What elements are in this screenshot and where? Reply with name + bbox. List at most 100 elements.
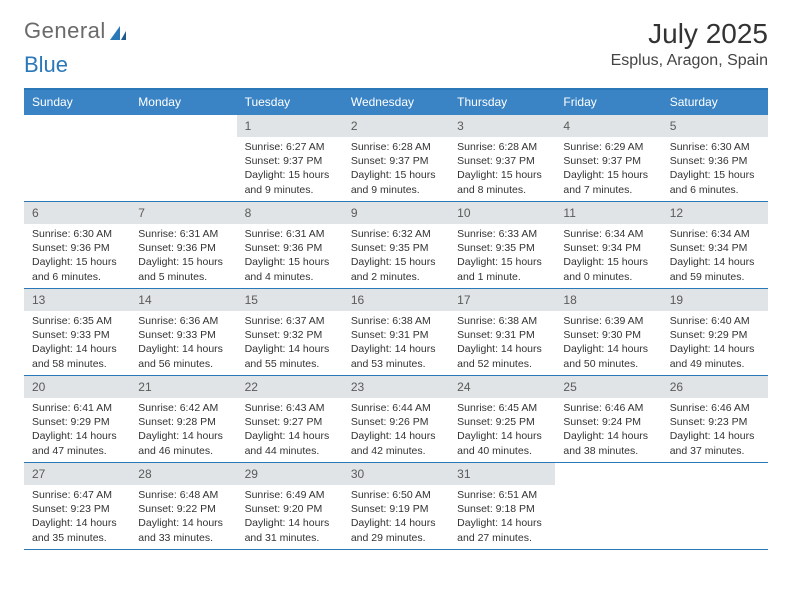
daylight-text: Daylight: 14 hours and 33 minutes. [138,516,228,544]
month-title: July 2025 [611,18,768,50]
sunset-text: Sunset: 9:34 PM [670,241,760,255]
day-number: 20 [24,376,130,398]
sunset-text: Sunset: 9:23 PM [32,502,122,516]
day-number [24,115,130,137]
daylight-text: Daylight: 15 hours and 9 minutes. [351,168,441,196]
day-body: Sunrise: 6:29 AMSunset: 9:37 PMDaylight:… [555,137,661,201]
day-number: 13 [24,289,130,311]
day-cell: 10Sunrise: 6:33 AMSunset: 9:35 PMDayligh… [449,202,555,288]
day-cell: 2Sunrise: 6:28 AMSunset: 9:37 PMDaylight… [343,115,449,201]
day-cell [24,115,130,201]
sunrise-text: Sunrise: 6:44 AM [351,401,441,415]
sunrise-text: Sunrise: 6:39 AM [563,314,653,328]
day-body: Sunrise: 6:43 AMSunset: 9:27 PMDaylight:… [237,398,343,462]
week-row: 13Sunrise: 6:35 AMSunset: 9:33 PMDayligh… [24,289,768,376]
sunset-text: Sunset: 9:33 PM [138,328,228,342]
location-subtitle: Esplus, Aragon, Spain [611,52,768,70]
day-number: 31 [449,463,555,485]
day-number: 26 [662,376,768,398]
sunset-text: Sunset: 9:34 PM [563,241,653,255]
sunset-text: Sunset: 9:24 PM [563,415,653,429]
day-cell: 30Sunrise: 6:50 AMSunset: 9:19 PMDayligh… [343,463,449,549]
day-body: Sunrise: 6:48 AMSunset: 9:22 PMDaylight:… [130,485,236,549]
day-number: 14 [130,289,236,311]
sunset-text: Sunset: 9:23 PM [670,415,760,429]
day-body: Sunrise: 6:46 AMSunset: 9:24 PMDaylight:… [555,398,661,462]
weekday-header: Sunday [24,90,130,115]
day-number: 28 [130,463,236,485]
sunset-text: Sunset: 9:27 PM [245,415,335,429]
day-body: Sunrise: 6:46 AMSunset: 9:23 PMDaylight:… [662,398,768,462]
sunset-text: Sunset: 9:28 PM [138,415,228,429]
day-body: Sunrise: 6:44 AMSunset: 9:26 PMDaylight:… [343,398,449,462]
day-body: Sunrise: 6:38 AMSunset: 9:31 PMDaylight:… [343,311,449,375]
sunrise-text: Sunrise: 6:34 AM [563,227,653,241]
sunrise-text: Sunrise: 6:30 AM [32,227,122,241]
weekday-header: Tuesday [237,90,343,115]
day-number: 4 [555,115,661,137]
day-cell: 18Sunrise: 6:39 AMSunset: 9:30 PMDayligh… [555,289,661,375]
day-cell [662,463,768,549]
daylight-text: Daylight: 14 hours and 52 minutes. [457,342,547,370]
day-body: Sunrise: 6:34 AMSunset: 9:34 PMDaylight:… [662,224,768,288]
day-cell: 25Sunrise: 6:46 AMSunset: 9:24 PMDayligh… [555,376,661,462]
daylight-text: Daylight: 15 hours and 9 minutes. [245,168,335,196]
sunset-text: Sunset: 9:36 PM [138,241,228,255]
week-row: 27Sunrise: 6:47 AMSunset: 9:23 PMDayligh… [24,463,768,550]
sunrise-text: Sunrise: 6:36 AM [138,314,228,328]
daylight-text: Daylight: 15 hours and 6 minutes. [32,255,122,283]
day-cell: 8Sunrise: 6:31 AMSunset: 9:36 PMDaylight… [237,202,343,288]
day-cell: 12Sunrise: 6:34 AMSunset: 9:34 PMDayligh… [662,202,768,288]
sunset-text: Sunset: 9:29 PM [670,328,760,342]
day-cell: 29Sunrise: 6:49 AMSunset: 9:20 PMDayligh… [237,463,343,549]
day-cell: 28Sunrise: 6:48 AMSunset: 9:22 PMDayligh… [130,463,236,549]
logo-text-b: Blue [24,52,68,77]
day-number: 30 [343,463,449,485]
day-body: Sunrise: 6:38 AMSunset: 9:31 PMDaylight:… [449,311,555,375]
daylight-text: Daylight: 15 hours and 7 minutes. [563,168,653,196]
day-cell: 13Sunrise: 6:35 AMSunset: 9:33 PMDayligh… [24,289,130,375]
sunset-text: Sunset: 9:19 PM [351,502,441,516]
day-body: Sunrise: 6:35 AMSunset: 9:33 PMDaylight:… [24,311,130,375]
day-number: 24 [449,376,555,398]
sunrise-text: Sunrise: 6:30 AM [670,140,760,154]
daylight-text: Daylight: 14 hours and 50 minutes. [563,342,653,370]
title-block: July 2025 Esplus, Aragon, Spain [611,18,768,70]
day-number: 1 [237,115,343,137]
day-body: Sunrise: 6:41 AMSunset: 9:29 PMDaylight:… [24,398,130,462]
daylight-text: Daylight: 14 hours and 35 minutes. [32,516,122,544]
weekday-header-row: SundayMondayTuesdayWednesdayThursdayFrid… [24,90,768,115]
sunrise-text: Sunrise: 6:46 AM [563,401,653,415]
sunrise-text: Sunrise: 6:45 AM [457,401,547,415]
calendar-grid: SundayMondayTuesdayWednesdayThursdayFrid… [24,88,768,550]
day-body: Sunrise: 6:28 AMSunset: 9:37 PMDaylight:… [343,137,449,201]
day-number: 22 [237,376,343,398]
day-body: Sunrise: 6:50 AMSunset: 9:19 PMDaylight:… [343,485,449,549]
day-number [555,463,661,485]
daylight-text: Daylight: 14 hours and 49 minutes. [670,342,760,370]
day-cell: 4Sunrise: 6:29 AMSunset: 9:37 PMDaylight… [555,115,661,201]
daylight-text: Daylight: 14 hours and 37 minutes. [670,429,760,457]
day-cell: 3Sunrise: 6:28 AMSunset: 9:37 PMDaylight… [449,115,555,201]
daylight-text: Daylight: 15 hours and 4 minutes. [245,255,335,283]
sunset-text: Sunset: 9:36 PM [670,154,760,168]
sunset-text: Sunset: 9:36 PM [245,241,335,255]
sunset-text: Sunset: 9:20 PM [245,502,335,516]
day-body: Sunrise: 6:40 AMSunset: 9:29 PMDaylight:… [662,311,768,375]
day-body: Sunrise: 6:31 AMSunset: 9:36 PMDaylight:… [237,224,343,288]
day-body: Sunrise: 6:31 AMSunset: 9:36 PMDaylight:… [130,224,236,288]
day-cell: 19Sunrise: 6:40 AMSunset: 9:29 PMDayligh… [662,289,768,375]
week-row: 20Sunrise: 6:41 AMSunset: 9:29 PMDayligh… [24,376,768,463]
day-body: Sunrise: 6:45 AMSunset: 9:25 PMDaylight:… [449,398,555,462]
sunrise-text: Sunrise: 6:48 AM [138,488,228,502]
weekday-header: Thursday [449,90,555,115]
sunrise-text: Sunrise: 6:40 AM [670,314,760,328]
logo-sail-icon [108,24,128,42]
daylight-text: Daylight: 15 hours and 1 minute. [457,255,547,283]
day-number: 29 [237,463,343,485]
weeks-container: 1Sunrise: 6:27 AMSunset: 9:37 PMDaylight… [24,115,768,550]
sunset-text: Sunset: 9:35 PM [351,241,441,255]
sunrise-text: Sunrise: 6:28 AM [457,140,547,154]
week-row: 6Sunrise: 6:30 AMSunset: 9:36 PMDaylight… [24,202,768,289]
sunset-text: Sunset: 9:26 PM [351,415,441,429]
